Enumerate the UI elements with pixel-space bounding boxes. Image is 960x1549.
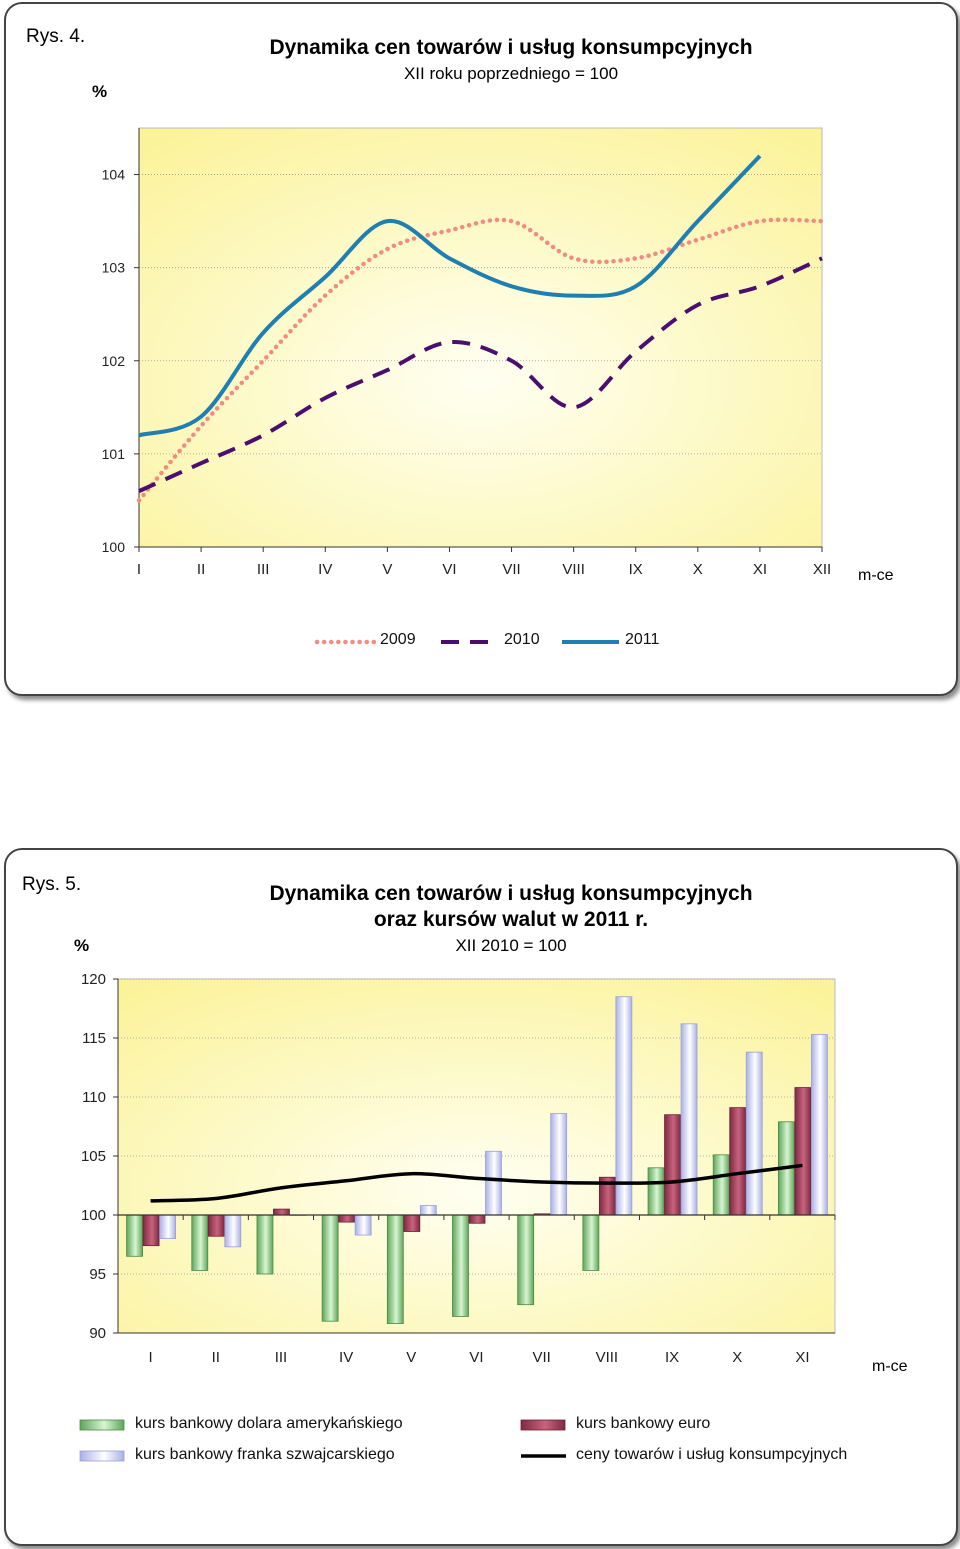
x-tick-label: II bbox=[212, 1349, 220, 1366]
y-tick-label: 95 bbox=[89, 1266, 106, 1283]
bar-eur bbox=[468, 1214, 486, 1224]
y-tick-label: 120 bbox=[81, 971, 106, 988]
chart-title-line-2: oraz kursów walut w 2011 r. bbox=[373, 908, 649, 931]
bar-chf bbox=[224, 1214, 242, 1248]
x-tick-label: XII bbox=[813, 561, 831, 578]
bar-chf bbox=[485, 1150, 502, 1216]
series-2009-line bbox=[136, 217, 825, 503]
y-tick-label: 100 bbox=[81, 1207, 106, 1224]
bar-usd bbox=[191, 1214, 209, 1271]
bar-usd bbox=[582, 1214, 600, 1271]
x-tick-label: VII bbox=[502, 561, 520, 578]
bar-usd bbox=[386, 1214, 404, 1324]
y-tick-label: 105 bbox=[81, 1148, 106, 1165]
y-tick-label: 101 bbox=[102, 446, 126, 462]
bar-eur bbox=[794, 1087, 812, 1216]
legend-label: kurs bankowy dolara amerykańskiego bbox=[135, 1415, 403, 1432]
x-unit-label: m-ce bbox=[858, 567, 894, 584]
chart-panel-1: Rys. 4. Dynamika cen towarów i usług kon… bbox=[4, 2, 958, 696]
bar-chf bbox=[159, 1214, 176, 1240]
bar-eur bbox=[403, 1214, 421, 1232]
bar-chf bbox=[550, 1113, 568, 1216]
x-tick-label: VII bbox=[533, 1349, 551, 1366]
bar-chf bbox=[354, 1214, 372, 1236]
bar-usd bbox=[452, 1214, 469, 1317]
x-tick-label: VI bbox=[469, 1349, 483, 1366]
legend-label: 2010 bbox=[504, 631, 540, 648]
chart-title: Dynamika cen towarów i usług konsumpcyjn… bbox=[269, 882, 753, 905]
series-2010-line bbox=[138, 256, 823, 493]
bar-eur bbox=[664, 1114, 681, 1216]
chart-panel-2: Rys. 5. Dynamika cen towarów i usług kon… bbox=[4, 848, 958, 1546]
x-tick-label: I bbox=[149, 1349, 153, 1366]
bar-usd bbox=[256, 1214, 274, 1275]
y-tick-label: 115 bbox=[82, 1030, 106, 1047]
legend-swatch bbox=[520, 1419, 566, 1431]
chart-title: Dynamika cen towarów i usług konsumpcyjn… bbox=[269, 36, 753, 59]
bar-chf bbox=[419, 1205, 437, 1216]
bar-usd bbox=[126, 1214, 143, 1257]
y-tick-label: 110 bbox=[82, 1089, 106, 1106]
x-unit-label: m-ce bbox=[872, 1358, 908, 1375]
series-2011-line bbox=[138, 154, 762, 438]
x-tick-label: I bbox=[137, 561, 141, 578]
legend-swatch bbox=[562, 640, 619, 644]
legend-label: kurs bankowy euro bbox=[576, 1415, 711, 1432]
bar-usd bbox=[517, 1214, 535, 1306]
bar-eur bbox=[207, 1214, 225, 1237]
bar-usd bbox=[321, 1214, 339, 1322]
bar-chf bbox=[680, 1023, 698, 1216]
legend-label: kurs bankowy franka szwajcarskiego bbox=[135, 1446, 395, 1463]
figure-label: Rys. 5. bbox=[22, 874, 82, 895]
legend-bar bbox=[79, 1419, 125, 1431]
bar-chf bbox=[745, 1051, 763, 1216]
y-tick-label: 104 bbox=[102, 167, 126, 183]
y-tick-label: 103 bbox=[102, 260, 126, 276]
legend-label: 2009 bbox=[380, 631, 416, 648]
bar-eur bbox=[729, 1107, 747, 1216]
legend-bar bbox=[520, 1419, 566, 1431]
y-tick-label: 90 bbox=[89, 1325, 106, 1342]
legend-swatch bbox=[441, 640, 498, 644]
bar-eur bbox=[142, 1214, 160, 1247]
x-tick-label: X bbox=[732, 1349, 742, 1366]
chart-subtitle: XII roku poprzedniego = 100 bbox=[403, 64, 619, 83]
x-tick-label: V bbox=[406, 1349, 416, 1366]
bar-chf bbox=[811, 1034, 828, 1216]
legend-swatch bbox=[314, 639, 376, 645]
x-tick-label: VIII bbox=[562, 561, 585, 578]
legend-swatch bbox=[521, 1454, 566, 1458]
y-unit-label: % bbox=[74, 936, 90, 955]
x-tick-label: III bbox=[257, 561, 270, 578]
legend-swatch bbox=[79, 1450, 125, 1462]
x-tick-label: IV bbox=[318, 561, 332, 578]
x-tick-label: XI bbox=[753, 561, 767, 578]
y-tick-label: 100 bbox=[102, 539, 126, 555]
x-tick-label: II bbox=[197, 561, 205, 578]
chart-subtitle: XII 2010 = 100 bbox=[455, 936, 567, 955]
bar-usd bbox=[647, 1167, 665, 1216]
figure-label: Rys. 4. bbox=[26, 26, 86, 47]
y-tick-label: 102 bbox=[102, 353, 126, 369]
plot-area bbox=[138, 127, 823, 548]
x-tick-label: IX bbox=[629, 561, 643, 578]
legend-bar bbox=[79, 1450, 125, 1462]
bar-usd bbox=[712, 1154, 730, 1216]
x-tick-label: VIII bbox=[596, 1349, 619, 1366]
bar-eur bbox=[273, 1208, 290, 1216]
legend-label: ceny towarów i usług konsumpcyjnych bbox=[576, 1446, 848, 1463]
x-tick-label: XI bbox=[795, 1349, 809, 1366]
legend-label: 2011 bbox=[625, 631, 660, 648]
x-tick-label: VI bbox=[442, 561, 456, 578]
bar-eur bbox=[338, 1214, 356, 1223]
x-tick-label: V bbox=[382, 561, 392, 578]
legend-swatch bbox=[79, 1419, 125, 1431]
x-tick-label: IV bbox=[339, 1349, 353, 1366]
x-tick-label: III bbox=[275, 1349, 288, 1366]
x-tick-label: X bbox=[693, 561, 703, 578]
x-tick-label: IX bbox=[665, 1349, 679, 1366]
y-unit-label: % bbox=[92, 82, 108, 101]
